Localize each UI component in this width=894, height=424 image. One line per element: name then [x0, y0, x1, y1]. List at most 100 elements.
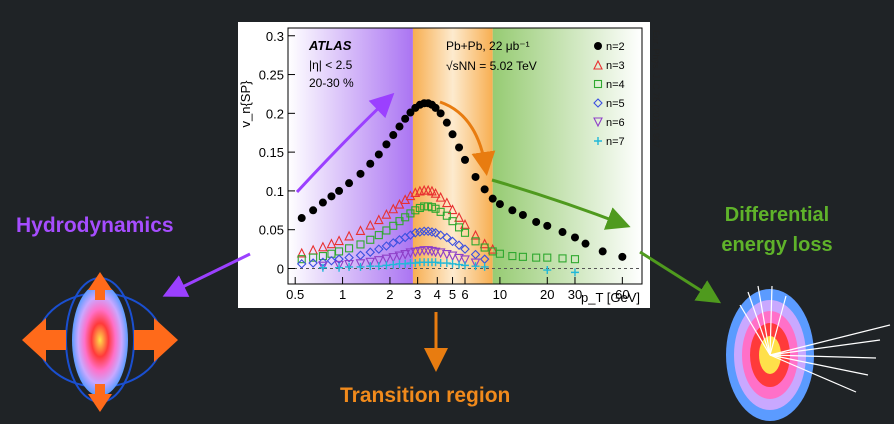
point-n=2 [570, 233, 579, 242]
diff-trend-arrow [491, 178, 631, 230]
point-n=6 [460, 255, 470, 266]
point-n=4 [297, 255, 306, 264]
y-tick-label: 0.1 [266, 184, 284, 199]
region-hydro [288, 28, 413, 284]
diff-label-line2: energy loss [721, 234, 833, 256]
point-n=7 [374, 262, 383, 271]
point-n=2 [345, 179, 354, 188]
legend-label-n=2: n=2 [606, 41, 625, 53]
point-n=2 [455, 143, 464, 152]
diff-label: Differential energy loss [692, 200, 862, 260]
y-axis: 0 0.05 0.1 0.15 0.2 0.25 0.3 [259, 29, 295, 276]
point-n=7 [411, 259, 420, 268]
series-n=5 [296, 226, 490, 269]
point-n=4 [389, 221, 398, 230]
point-n=5 [454, 240, 464, 250]
point-n=3 [355, 225, 366, 236]
x-tick-label: 2 [386, 287, 393, 302]
point-n=3 [388, 203, 399, 214]
point-n=2 [480, 185, 489, 194]
point-n=2 [335, 186, 344, 195]
point-n=6 [410, 247, 421, 258]
point-n=3 [334, 235, 344, 246]
point-n=4 [495, 249, 504, 258]
point-n=3 [394, 198, 405, 209]
arrow-down-icon [88, 384, 112, 412]
x-tick-label: 10 [493, 287, 507, 302]
y-tick-label: 0.25 [259, 68, 284, 83]
x-axis: 0.5 1 2 3 4 5 6 10 20 30 60 [286, 277, 630, 302]
point-n=3 [435, 191, 446, 202]
point-n=2 [356, 169, 365, 178]
point-n=7 [461, 261, 469, 270]
legend-label-n=7: n=7 [606, 136, 625, 148]
transition-trend-arrow [439, 100, 496, 176]
chart-panel: 0.5 1 2 3 4 5 6 10 20 30 60 0 0.05 0.1 0.15 0.2 0.25 0.3… [238, 22, 661, 308]
point-n=4 [508, 252, 517, 261]
point-n=4 [532, 253, 541, 262]
point-n=6 [414, 246, 425, 257]
transition-label: Transition region [340, 384, 511, 407]
point-n=2 [431, 103, 440, 112]
point-n=2 [297, 214, 306, 223]
point-n=3 [405, 190, 416, 201]
arrow-left-icon [22, 318, 66, 362]
x-tick-label: 1 [339, 287, 346, 302]
point-n=4 [480, 243, 489, 252]
point-n=2 [518, 210, 527, 219]
series-n=4 [297, 202, 580, 264]
x-tick-label: 4 [434, 287, 441, 302]
region-bands [288, 28, 642, 284]
point-n=4 [345, 244, 354, 253]
point-n=4 [460, 228, 470, 237]
point-n=7 [356, 262, 365, 271]
point-n=6 [435, 248, 446, 259]
point-n=3 [430, 188, 441, 198]
y-tick-label: 0.3 [266, 29, 284, 44]
point-n=7 [570, 268, 579, 277]
x-tick-label: 20 [540, 287, 554, 302]
point-n=4 [374, 231, 383, 240]
point-n=3 [365, 219, 376, 230]
point-n=5 [365, 247, 376, 257]
trend-arrows [295, 92, 631, 230]
point-n=3 [454, 212, 464, 222]
point-n=3 [447, 204, 458, 215]
centrality-label: 20-30 % [309, 76, 354, 90]
point-n=5 [308, 258, 318, 268]
point-n=5 [410, 228, 421, 238]
y-tick-label: 0.2 [266, 106, 284, 121]
point-n=7 [480, 262, 489, 271]
point-n=5 [419, 226, 429, 237]
legend-label-n=6: n=6 [606, 117, 625, 129]
fireball-ellipse [72, 284, 128, 396]
point-n=3 [326, 238, 337, 249]
journal-reference: Eur. Phys. J. C 78 (2018) 997 [651, 30, 661, 148]
legend-marker-n=3 [593, 59, 603, 70]
hydro-trend-arrow [295, 92, 395, 194]
point-n=2 [309, 206, 318, 215]
point-n=6 [318, 261, 328, 272]
point-n=7 [455, 260, 464, 269]
point-n=4 [309, 253, 318, 262]
point-n=5 [442, 232, 452, 243]
point-n=5 [427, 227, 437, 237]
point-n=5 [447, 236, 458, 247]
point-n=2 [558, 228, 567, 237]
point-n=2 [543, 221, 552, 230]
point-n=7 [442, 259, 451, 268]
y-tick-label: 0 [277, 261, 284, 276]
point-n=7 [401, 259, 410, 268]
point-n=4 [455, 223, 464, 232]
point-n=3 [344, 230, 354, 241]
point-n=2 [461, 155, 469, 164]
series-n=6 [318, 246, 481, 272]
point-n=2 [395, 122, 404, 131]
point-n=4 [442, 211, 451, 220]
point-n=6 [344, 260, 354, 270]
x-tick-label: 3 [414, 287, 421, 302]
x-tick-label: 5 [449, 287, 456, 302]
point-n=6 [381, 254, 392, 265]
point-n=4 [415, 203, 424, 213]
region-diff [492, 28, 642, 284]
